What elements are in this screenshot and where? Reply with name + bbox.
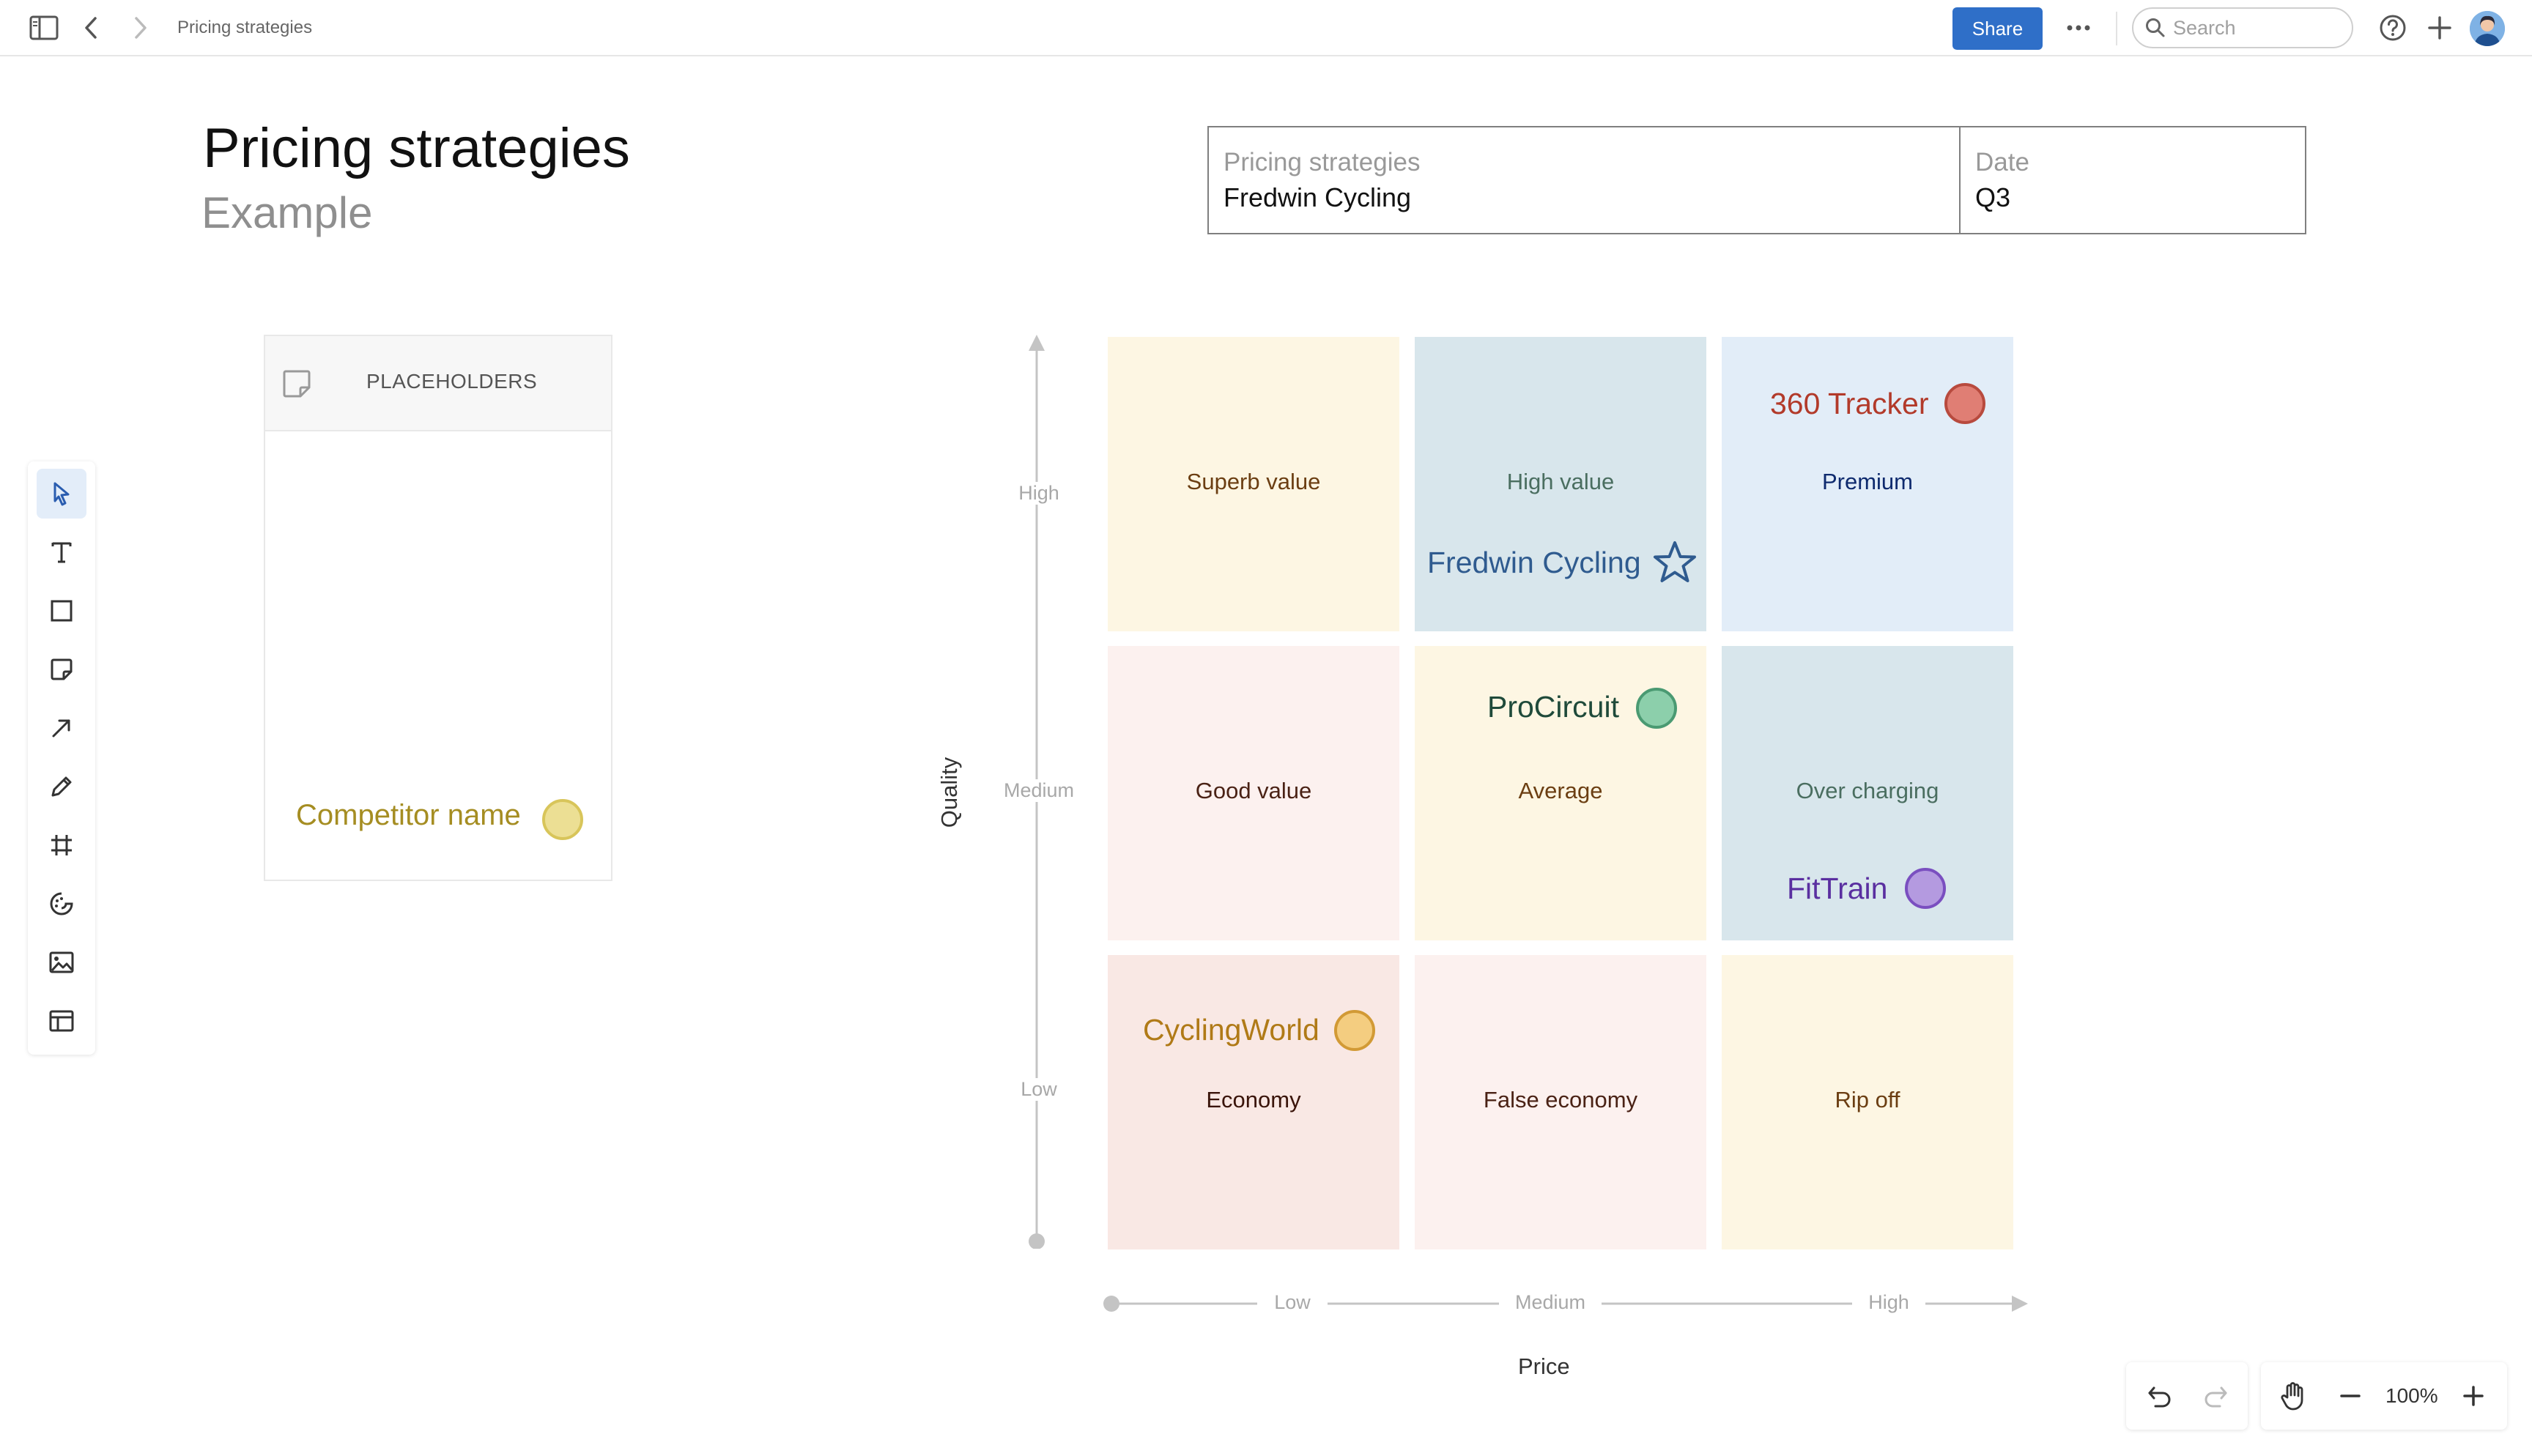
template-icon [49,1010,74,1032]
top-bar: Pricing strategies Share [0,0,2532,56]
breadcrumb[interactable]: Pricing strategies [177,18,313,37]
info-label-strategy: Pricing strategies [1224,148,1421,177]
cell-label: Economy [1206,1087,1301,1113]
cell-over-charging[interactable]: Over charging [1722,646,2013,940]
price-tick-high: High [1852,1291,1925,1314]
toolbar-divider [2116,12,2117,45]
canvas-toolbar [28,461,95,1055]
info-cell-strategy[interactable]: Pricing strategies Fredwin Cycling [1209,127,1959,233]
price-tick-medium: Medium [1499,1291,1602,1314]
image-tool[interactable] [37,937,86,987]
pen-tool[interactable] [37,762,86,811]
zoom-controls: 100% [2261,1362,2507,1430]
quality-tick-medium: Medium [989,779,1089,802]
redo-icon [2202,1383,2229,1408]
chevron-left-icon[interactable] [79,15,103,41]
quality-tick-low: Low [1007,1078,1070,1101]
placeholders-title: PLACEHOLDERS [366,370,538,393]
cell-label: Rip off [1835,1087,1900,1113]
cursor-icon [51,481,73,506]
plus-icon[interactable] [2424,12,2456,44]
redo-button[interactable] [2192,1373,2239,1419]
cell-premium[interactable]: Premium [1722,337,2013,631]
stamp-icon [49,891,74,916]
cell-superb-value[interactable]: Superb value [1108,337,1399,631]
history-controls [2126,1362,2248,1430]
minus-icon [2339,1385,2361,1407]
plus-icon [2462,1385,2484,1407]
chevron-right-icon[interactable] [129,15,152,41]
square-icon [50,599,73,623]
sticky-note-tool[interactable] [37,645,86,694]
help-icon[interactable] [2377,12,2409,44]
stamp-tool[interactable] [37,879,86,929]
pen-icon [50,775,73,798]
template-tool[interactable] [37,996,86,1046]
price-axis-title: Price [1518,1353,1570,1379]
shape-tool[interactable] [37,586,86,636]
price-tick-low: Low [1257,1291,1328,1314]
info-value-strategy: Fredwin Cycling [1224,182,1412,212]
frame-icon [50,833,73,857]
placeholders-panel[interactable]: PLACEHOLDERS Competitor name [264,335,612,881]
cell-label: Superb value [1186,469,1321,494]
info-table[interactable]: Pricing strategies Fredwin Cycling Date … [1207,126,2306,234]
pan-button[interactable] [2270,1373,2317,1419]
info-cell-date[interactable]: Date Q3 [1959,127,2305,233]
sticky-note-icon [281,368,312,399]
cell-economy[interactable]: Economy [1108,955,1399,1249]
info-value-date: Q3 [1975,182,2011,212]
undo-icon [2147,1383,2173,1408]
quality-tick-high: High [1004,482,1074,505]
zoom-in-button[interactable] [2450,1373,2497,1419]
search-icon [2145,18,2166,38]
sidebar-toggle-icon[interactable] [28,13,60,42]
arrow-icon [50,716,73,740]
cell-rip-off[interactable]: Rip off [1722,955,2013,1249]
hand-icon [2279,1381,2307,1411]
competitor-360-tracker-dot[interactable] [1944,383,1985,424]
search-input[interactable] [2172,15,2343,40]
competitor-fittrain[interactable]: FitTrain [1787,872,1888,905]
image-icon [49,951,74,973]
undo-button[interactable] [2136,1373,2183,1419]
competitor-procircuit-dot[interactable] [1636,688,1677,729]
text-icon [50,540,73,565]
sticky-note-icon [50,658,73,681]
placeholders-header: PLACEHOLDERS [265,336,611,431]
competitor-360-tracker[interactable]: 360 Tracker [1770,387,1929,420]
cell-label: Over charging [1796,778,1939,803]
zoom-out-button[interactable] [2327,1373,2374,1419]
cell-high-value[interactable]: High value [1415,337,1706,631]
cell-label: Good value [1195,778,1312,803]
zoom-level[interactable]: 100% [2385,1384,2438,1407]
quality-axis-title: Quality [936,757,962,828]
cell-good-value[interactable]: Good value [1108,646,1399,940]
search-box[interactable] [2132,7,2353,48]
avatar[interactable] [2470,11,2505,46]
info-label-date: Date [1975,148,2029,177]
page-title[interactable]: Pricing strategies [203,117,630,179]
star-icon[interactable] [1652,541,1698,584]
competitor-procircuit[interactable]: ProCircuit [1487,690,1619,724]
frame-tool[interactable] [37,820,86,870]
competitor-placeholder-dot[interactable] [542,799,583,840]
cell-label: Premium [1821,469,1913,494]
text-tool[interactable] [37,527,86,577]
more-icon[interactable] [2060,15,2097,41]
cell-label: Average [1518,778,1603,803]
competitor-fittrain-dot[interactable] [1905,868,1946,909]
cell-label: High value [1506,469,1615,494]
page-subtitle[interactable]: Example [201,188,373,237]
competitor-fredwin-cycling[interactable]: Fredwin Cycling [1427,546,1641,579]
competitor-placeholder-label[interactable]: Competitor name [296,799,521,831]
competitor-cyclingworld-dot[interactable] [1334,1010,1375,1051]
share-button[interactable]: Share [1952,7,2043,50]
select-tool[interactable] [37,469,86,519]
cell-false-economy[interactable]: False economy [1415,955,1706,1249]
arrow-tool[interactable] [37,703,86,753]
competitor-cyclingworld[interactable]: CyclingWorld [1143,1013,1319,1047]
cell-label: False economy [1483,1087,1638,1113]
